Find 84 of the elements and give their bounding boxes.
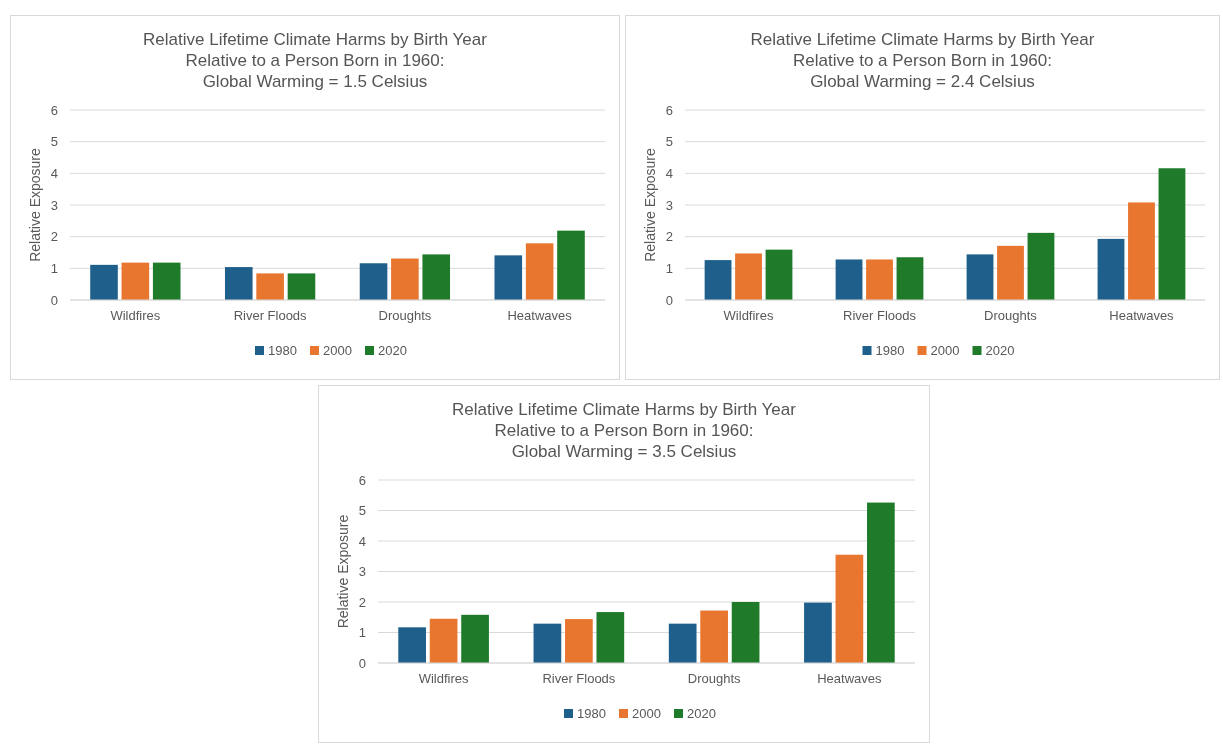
bar <box>668 623 697 663</box>
bar <box>461 614 489 663</box>
bar <box>765 249 793 300</box>
legend-label: 2000 <box>930 343 960 358</box>
bar <box>704 260 732 300</box>
bar <box>1027 232 1055 300</box>
x-tick-label: Heatwaves <box>507 308 573 323</box>
bar <box>287 273 316 300</box>
chart-title: Relative Lifetime Climate Harms by Birth Year Relative to a Person Born in 1960: Global Warming = 3.5 Celsius <box>452 400 797 461</box>
bar <box>896 257 924 300</box>
y-tick-label: 1 <box>665 260 673 276</box>
bar <box>731 602 760 663</box>
y-axis-title: Relative Exposure <box>642 147 658 262</box>
chart-title: Relative Lifetime Climate Harms by Birth Year Relative to a Person Born in 1960: Global Warming = 1.5 Celsius <box>143 30 488 91</box>
bar <box>700 610 728 663</box>
bar <box>533 623 562 663</box>
x-tick-label: Wildfires <box>418 671 470 686</box>
bar <box>804 602 832 663</box>
y-tick-label: 6 <box>50 102 58 118</box>
y-tick-label: 2 <box>358 594 366 610</box>
legend-label: 2000 <box>323 343 352 358</box>
bar <box>494 255 523 300</box>
bar <box>152 262 181 300</box>
bar <box>429 618 458 663</box>
bar <box>525 243 554 300</box>
x-tick-label: Droughts <box>687 671 742 686</box>
y-tick-label: 2 <box>665 229 673 245</box>
bar <box>422 254 451 300</box>
y-tick-label: 6 <box>665 102 673 118</box>
y-tick-label: 3 <box>665 197 673 213</box>
legend-label: 1980 <box>875 343 905 358</box>
y-tick-label: 0 <box>358 655 366 671</box>
x-tick-label: River Floods <box>233 308 308 323</box>
bar <box>224 267 253 300</box>
y-axis-title: Relative Exposure <box>335 514 351 629</box>
y-tick-label: 2 <box>50 229 58 245</box>
bar <box>398 627 426 663</box>
bar <box>1158 168 1186 300</box>
x-tick-label: Wildfires <box>110 308 161 323</box>
y-tick-label: 5 <box>358 503 366 519</box>
x-tick-label: Droughts <box>984 308 1038 323</box>
y-tick-label: 4 <box>665 165 673 181</box>
y-tick-label: 0 <box>665 292 673 308</box>
bar <box>1128 202 1155 300</box>
chart-title: Relative Lifetime Climate Harms by Birth Year Relative to a Person Born in 1960: Global Warming = 2.4 Celsius <box>750 30 1095 91</box>
legend-label: 2020 <box>985 343 1015 358</box>
bar <box>565 619 593 663</box>
x-tick-label: Droughts <box>378 308 432 323</box>
y-tick-label: 3 <box>50 197 58 213</box>
y-tick-label: 1 <box>358 625 366 641</box>
legend-label: 1980 <box>577 706 606 721</box>
bar <box>735 253 762 300</box>
legend-label: 2020 <box>687 706 716 721</box>
bar <box>835 554 864 663</box>
bar <box>997 245 1024 300</box>
bar <box>90 264 118 300</box>
bar <box>966 254 994 300</box>
x-tick-label: Heatwaves <box>1109 308 1175 323</box>
y-tick-label: 4 <box>50 165 58 181</box>
y-tick-label: 1 <box>50 260 58 276</box>
x-tick-label: River Floods <box>542 671 616 686</box>
x-tick-label: River Floods <box>843 308 917 323</box>
bar <box>391 258 419 300</box>
bar <box>256 273 284 300</box>
bar <box>866 259 893 300</box>
legend-label: 2000 <box>632 706 661 721</box>
legend-label: 1980 <box>268 343 297 358</box>
y-axis-title: Relative Exposure <box>27 147 43 262</box>
bar <box>359 263 388 300</box>
bar <box>867 502 895 663</box>
y-tick-label: 3 <box>358 564 366 580</box>
y-tick-label: 0 <box>50 292 58 308</box>
bar <box>596 612 625 663</box>
bar <box>557 230 585 300</box>
x-tick-label: Wildfires <box>723 308 774 323</box>
bar <box>121 262 150 300</box>
y-tick-label: 5 <box>665 134 673 150</box>
y-tick-label: 4 <box>358 533 366 549</box>
bar <box>1097 238 1125 300</box>
legend-label: 2020 <box>378 343 407 358</box>
y-tick-label: 6 <box>358 472 366 488</box>
x-tick-label: Heatwaves <box>817 671 883 686</box>
bar <box>835 259 863 300</box>
y-tick-label: 5 <box>50 134 58 150</box>
